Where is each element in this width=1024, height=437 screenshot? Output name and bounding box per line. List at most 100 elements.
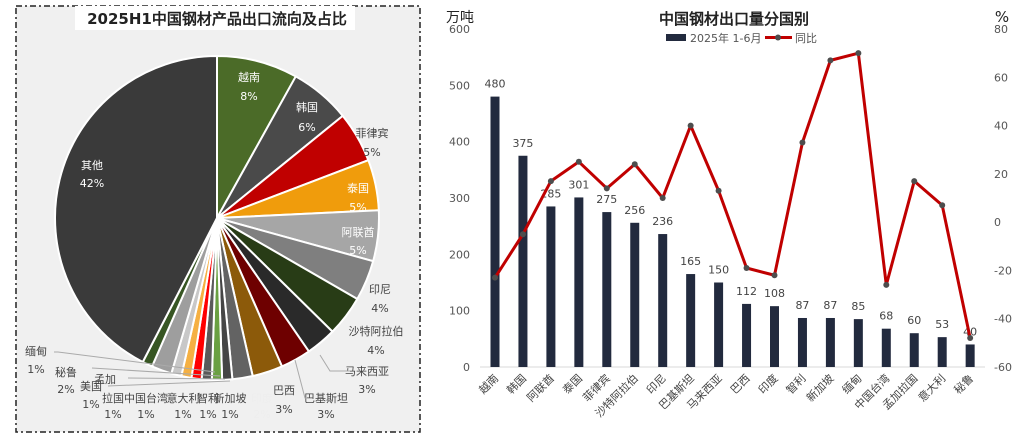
right-axis-tick: 40 <box>994 120 1008 133</box>
bar <box>770 306 779 367</box>
yoy-point <box>855 50 862 57</box>
pie-slice-percent: 4% <box>371 302 388 315</box>
legend-bar-swatch <box>666 34 686 41</box>
pie-slice-label: 菲律宾 <box>356 126 389 140</box>
yoy-point <box>492 274 498 281</box>
pie-labels: 越南 8% 韩国 6% 菲律宾 5% 泰国 5% 阿联酋 5% 印尼 4% 沙特阿拉伯 4% 马来西亚 3% 巴… <box>25 70 404 421</box>
pie-slice-percent: 1% <box>199 408 216 421</box>
pie-slice-label: 韩国 <box>296 100 318 114</box>
x-tick-label: 印尼 <box>644 372 669 397</box>
x-tick-label: 印度 <box>755 371 780 396</box>
x-tick-label: 智利 <box>783 371 808 396</box>
pie-slice-label: 秘鲁 <box>55 365 77 379</box>
bar-value-label: 275 <box>596 193 617 206</box>
yoy-point <box>519 231 526 238</box>
pie-slice-percent: 1% <box>221 408 238 421</box>
leader-line <box>91 367 221 377</box>
legend-bar-label: 2025年 1-6月 <box>690 31 761 45</box>
bar-value-label: 150 <box>708 264 729 277</box>
bar <box>881 328 891 367</box>
yoy-point <box>883 281 890 288</box>
bar-value-label: 480 <box>485 78 506 91</box>
x-tick-label: 阿联酋 <box>524 371 557 404</box>
pie-slice-percent: 3% <box>317 408 334 421</box>
pie-slice-label: 马来西亚 <box>345 365 389 378</box>
pie-slice-percent: 1% <box>137 408 154 421</box>
yoy-point <box>603 185 610 192</box>
yoy-point <box>631 161 638 168</box>
bar-value-label: 68 <box>879 310 893 323</box>
bar <box>490 96 500 367</box>
yoy-point <box>939 202 946 209</box>
pie-slice-percent: 3% <box>275 403 292 416</box>
pie-slice-label: 泰国 <box>347 181 369 195</box>
pie-title-bg <box>75 6 355 30</box>
x-tick-label: 新加坡 <box>803 371 836 404</box>
yoy-point <box>911 178 918 185</box>
leader-line <box>54 351 216 373</box>
pie-slice-percent: 1% <box>104 408 121 421</box>
bar <box>714 282 724 367</box>
pie-slice-percent: 1% <box>27 363 44 376</box>
pie-title: 2025H1中国钢材产品出口流向及占比 <box>87 10 347 28</box>
left-axis-tick: 200 <box>449 248 470 261</box>
bar-value-label: 301 <box>568 178 589 191</box>
pie-slice-label: 巴基斯坦 <box>304 391 348 405</box>
pie-slice-label: 缅甸 <box>25 344 47 358</box>
pie-slice-label: 孟加 <box>94 373 116 386</box>
leader-line <box>294 359 307 399</box>
bar <box>825 317 835 367</box>
legend-line-label: 同比 <box>795 32 817 45</box>
x-tick-label: 越南 <box>476 371 501 396</box>
pie-slice-percent: 2% <box>253 408 270 421</box>
pie-slice-label: 越南 <box>238 70 260 84</box>
bar <box>965 344 975 367</box>
yoy-line <box>493 51 972 339</box>
bar-value-label: 87 <box>823 299 837 312</box>
pie-slice-label: 美国 <box>80 380 102 393</box>
x-tick-label: 巴西 <box>728 372 753 397</box>
bar <box>630 222 640 367</box>
x-tick-label: 泰国 <box>560 371 585 396</box>
bar <box>574 197 584 367</box>
bar-value-label: 85 <box>851 300 865 313</box>
pie-slice-percent: 5% <box>349 244 366 257</box>
pie-slice-label: 阿联酋 <box>342 225 375 239</box>
pie-slice-label: 巴西 <box>273 384 295 397</box>
bar <box>546 206 556 367</box>
bar-value-label: 112 <box>736 285 757 298</box>
bar <box>797 317 807 367</box>
pie-slice <box>54 54 218 364</box>
yoy-point <box>967 335 974 342</box>
bar-value-label: 60 <box>907 314 921 327</box>
leader-line <box>107 380 231 387</box>
left-axis-tick: 100 <box>449 305 470 318</box>
bar <box>909 333 919 367</box>
left-axis-tick: 500 <box>449 79 470 92</box>
yoy-point <box>743 265 750 272</box>
pie-slice-label: 意大利 <box>167 391 200 405</box>
yoy-point <box>687 122 694 129</box>
yoy-point <box>827 57 834 64</box>
bar <box>686 274 696 367</box>
leader-line <box>127 377 226 380</box>
bar-value-label: 108 <box>764 287 785 300</box>
right-axis-unit: % <box>995 8 1009 26</box>
bar-value-label: 165 <box>680 255 701 268</box>
pie-slice-percent: 2% <box>57 383 74 396</box>
yoy-point <box>575 158 582 165</box>
pie-slice-percent: 42% <box>80 177 104 190</box>
pie-slice-percent: 4% <box>367 344 384 357</box>
pie-slice-label: 印尼 <box>369 283 391 296</box>
leader-line <box>319 354 350 372</box>
combo-title: 中国钢材出口量分国别 <box>659 10 809 28</box>
pie-slice-percent: 6% <box>298 121 315 134</box>
bar <box>602 212 612 367</box>
pie-slice-percent: 1% <box>82 398 99 411</box>
bar <box>937 337 947 367</box>
pie-slice-label: 印度 <box>251 391 273 405</box>
bar-value-label: 256 <box>624 204 645 217</box>
legend-line-marker <box>775 34 781 41</box>
right-axis-tick: 20 <box>994 168 1008 181</box>
